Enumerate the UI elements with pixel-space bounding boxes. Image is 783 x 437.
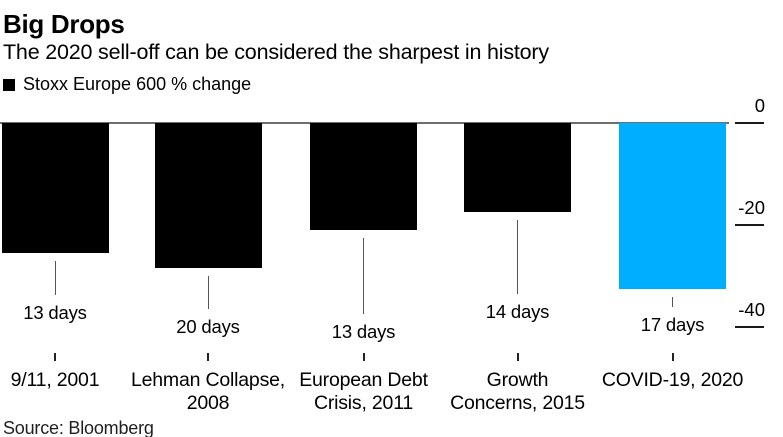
category-label-line: Crisis, 2011 [313, 392, 414, 414]
legend-swatch-icon [3, 78, 15, 91]
leader-line-growth-concerns-2015 [517, 220, 518, 294]
category-label-9-11-2001: 9/11, 2001 [0, 369, 150, 392]
category-label-lehman-collapse-2008: Lehman Collapse, 2008 [113, 369, 303, 415]
duration-label-growth-concerns-2015: 14 days [485, 301, 550, 322]
category-tick-covid-19-2020 [671, 353, 674, 361]
category-label-line: European Debt [299, 369, 428, 391]
y-axis-tick--40 [735, 326, 764, 328]
duration-label-covid-19-2020: 17 days [640, 314, 705, 335]
bar-european-debt-crisis-2011 [310, 123, 417, 230]
category-label-line: COVID-19, 2020 [601, 369, 744, 391]
y-axis-label-0: 0 [754, 95, 765, 116]
category-label-line: 2008 [186, 392, 230, 414]
legend-label: Stoxx Europe 600 % change [23, 74, 252, 94]
category-tick-european-debt-crisis-2011 [362, 353, 365, 361]
bar-lehman-collapse-2008 [154, 123, 262, 268]
leader-line-european-debt-crisis-2011 [363, 238, 364, 314]
category-tick-9-11-2001 [54, 353, 56, 361]
leader-line-lehman-collapse-2008 [207, 276, 209, 309]
bar-covid-19-2020 [619, 123, 726, 289]
duration-label-9-11-2001: 13 days [23, 302, 87, 323]
y-axis-label--40: -40 [738, 299, 765, 320]
category-label-line: 9/11, 2001 [10, 369, 100, 391]
bar-growth-concerns-2015 [464, 123, 571, 212]
bar-9-11-2001 [1, 123, 109, 253]
category-label-line: Concerns, 2015 [450, 392, 585, 414]
y-axis-label--20: -20 [738, 197, 765, 218]
leader-line-covid-19-2020 [672, 297, 673, 307]
leader-line-9-11-2001 [54, 261, 56, 295]
category-label-european-debt-crisis-2011: European Debt Crisis, 2011 [269, 369, 459, 415]
y-axis-tick-0 [735, 122, 764, 124]
category-label-line: Lehman Collapse, [131, 369, 285, 391]
page-title: Big Drops [3, 9, 125, 39]
page-subtitle: The 2020 sell-off can be considered the … [3, 40, 549, 64]
duration-label-european-debt-crisis-2011: 13 days [331, 321, 396, 342]
category-label-line: Growth [486, 369, 549, 391]
legend: Stoxx Europe 600 % change [3, 74, 251, 95]
category-label-growth-concerns-2015: Growth Concerns, 2015 [423, 369, 613, 415]
duration-label-lehman-collapse-2008: 20 days [176, 316, 240, 337]
category-tick-lehman-collapse-2008 [207, 353, 209, 361]
source-text: Source: Bloomberg [3, 418, 154, 437]
category-label-covid-19-2020: COVID-19, 2020 [578, 369, 768, 392]
category-tick-growth-concerns-2015 [516, 353, 519, 361]
y-axis-tick--20 [735, 224, 764, 226]
